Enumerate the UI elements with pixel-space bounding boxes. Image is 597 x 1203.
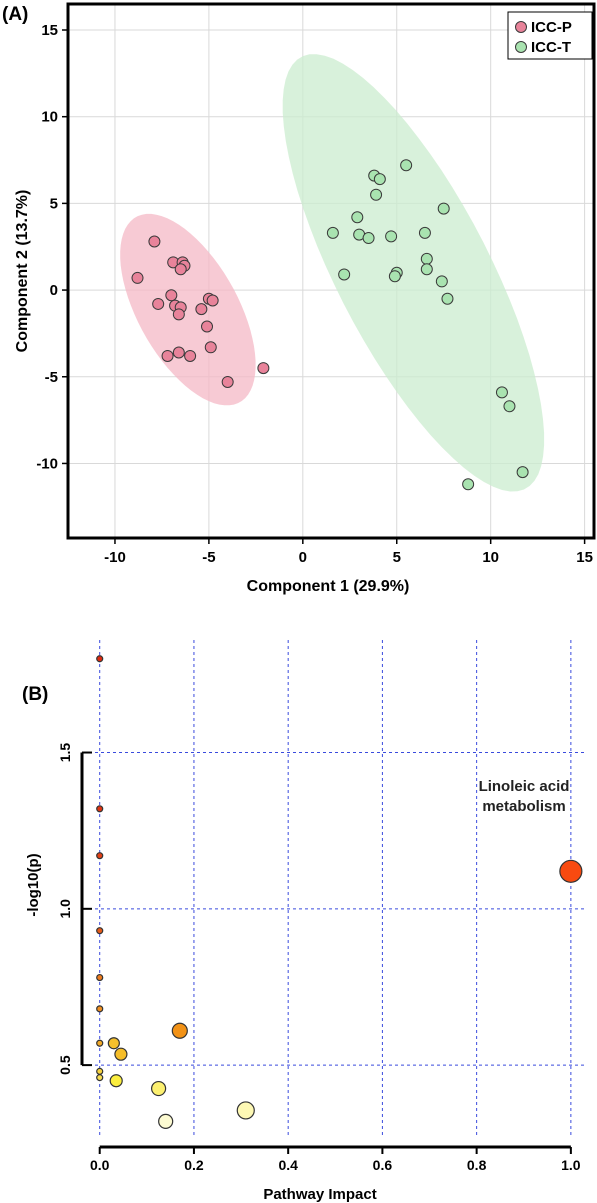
legend-label-icc-t: ICC-T (531, 39, 571, 56)
data-point-icc-t (495, 386, 508, 399)
annotation-label: Linoleic acid (479, 778, 570, 795)
x-tick-label: 0.2 (184, 1157, 204, 1173)
data-point-icc-p (206, 294, 219, 307)
x-tick-label: 0.4 (278, 1157, 298, 1173)
data-point-icc-p (195, 303, 208, 316)
x-tick-label: 0.8 (467, 1157, 487, 1173)
data-point-icc-t (503, 400, 516, 413)
pathway-point (96, 973, 104, 982)
panel-label-a: (A) (2, 4, 29, 25)
data-point-icc-t (516, 466, 529, 479)
pathway-point (96, 1074, 104, 1082)
x-tick-label: -10 (104, 549, 126, 566)
y-tick-label: -10 (36, 455, 58, 472)
data-point-icc-p (131, 271, 144, 284)
data-point-icc-t (326, 226, 339, 239)
data-point-icc-t (373, 173, 386, 186)
data-point-icc-t (385, 230, 398, 243)
x-axis-title: Component 1 (29.9%) (247, 578, 410, 595)
pathway-point (109, 1074, 123, 1088)
legend-marker-icc-p (515, 21, 527, 33)
y-tick-label: 0 (50, 282, 58, 299)
data-point-icc-p (148, 235, 161, 248)
data-point-icc-t (437, 202, 450, 215)
data-point-icc-p (184, 349, 197, 362)
pca-panel: (A) -10 -5 0 5 10 15 -10 -5 0 5 10 15 Component 1 (2… (2, 2, 596, 595)
data-point-icc-p (201, 320, 214, 333)
pathway-panel: (B) 0.5 1.0 1.5 0.0 0.2 0.4 0.6 0.8 1.0 Linoleic … (0, 610, 597, 1203)
y-tick-label: 5 (50, 195, 58, 212)
data-point-icc-p (152, 297, 165, 310)
data-point-icc-p (174, 263, 187, 276)
plot-frame (66, 2, 596, 540)
data-point-icc-t (362, 232, 375, 245)
pathway-point (559, 859, 583, 883)
y-tick-label: 0.5 (57, 1055, 73, 1075)
annotation-label: metabolism (482, 798, 565, 815)
pathway-impact-plot: 0.5 1.0 1.5 0.0 0.2 0.4 0.6 0.8 1.0 Linoleic acid… (25, 640, 585, 1203)
data-point-icc-t (420, 263, 433, 276)
data-point-icc-t (420, 252, 433, 265)
legend-marker-icc-t (515, 41, 527, 53)
x-tick-label: -5 (202, 549, 215, 566)
x-tick-label: 5 (393, 549, 401, 566)
pathway-point (96, 852, 104, 860)
data-point-icc-p (257, 362, 270, 375)
data-point-icc-t (400, 159, 413, 172)
x-tick-label: 0.6 (373, 1157, 393, 1173)
pathway-point (236, 1101, 255, 1120)
y-axis-title: Component 2 (13.7%) (14, 190, 31, 353)
pathway-point (96, 1067, 104, 1075)
panel-label-b: (B) (22, 684, 49, 705)
data-point-icc-p (172, 308, 185, 321)
legend-label-icc-p: ICC-P (531, 19, 572, 36)
data-point-icc-p (221, 375, 234, 388)
data-point-icc-p (165, 289, 178, 302)
data-point-icc-t (338, 268, 351, 281)
data-point-icc-t (370, 188, 383, 201)
pathway-point (96, 927, 104, 935)
pathway-point (158, 1113, 174, 1129)
data-point-icc-p (161, 349, 174, 362)
x-tick-label: 0.0 (90, 1157, 110, 1173)
confidence-ellipse-icc-p (120, 213, 256, 406)
x-tick-label: 10 (482, 549, 499, 566)
y-tick-label: -5 (45, 369, 58, 386)
pathway-point (107, 1037, 120, 1050)
pathway-point (96, 805, 104, 813)
data-point-icc-p (172, 346, 185, 359)
data-point-icc-t (462, 478, 475, 491)
data-point-icc-t (351, 211, 364, 224)
pathway-point (96, 1005, 104, 1013)
y-tick-label: 10 (41, 109, 58, 126)
pathway-point (114, 1047, 128, 1061)
y-tick-label: 1.5 (57, 743, 73, 763)
y-tick-label: 1.0 (57, 899, 73, 919)
pca-score-plot: -10 -5 0 5 10 15 -10 -5 0 5 10 15 Component 1 (29.9%… (14, 2, 596, 595)
y-axis-title: -log10(p) (25, 853, 42, 916)
x-tick-label: 15 (576, 549, 593, 566)
pathway-point (96, 655, 104, 663)
legend: ICC-P ICC-T (507, 11, 593, 60)
x-axis-title: Pathway Impact (263, 1186, 376, 1203)
data-point-icc-t (441, 292, 454, 305)
data-point-icc-t (388, 270, 401, 283)
confidence-ellipse-icc-t (282, 54, 545, 492)
pathway-point (171, 1022, 188, 1039)
y-tick-label: 15 (41, 22, 58, 39)
x-tick-label: 0 (299, 549, 307, 566)
data-point-icc-t (418, 226, 431, 239)
x-tick-label: 1.0 (561, 1157, 581, 1173)
data-point-icc-p (204, 341, 217, 354)
data-point-icc-t (435, 275, 448, 288)
pathway-point (96, 1039, 104, 1047)
pathway-point (151, 1080, 167, 1097)
